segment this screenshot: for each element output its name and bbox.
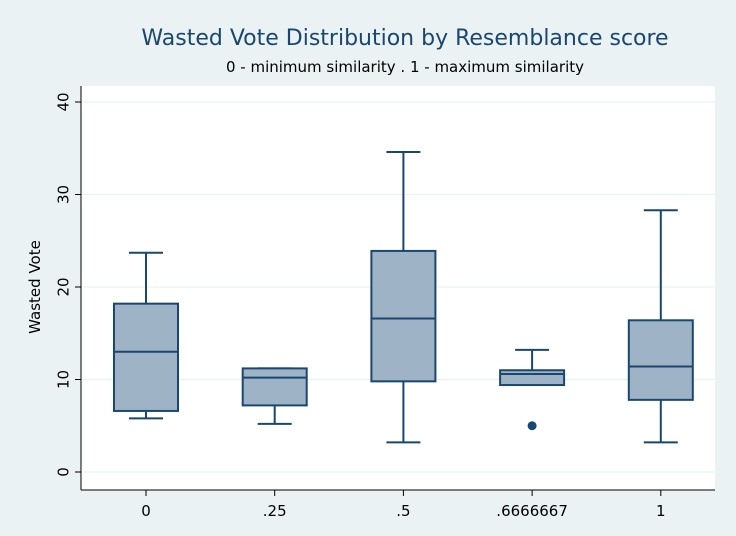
box-group <box>627 209 694 444</box>
box-group <box>241 367 308 425</box>
box-group <box>499 348 566 431</box>
chart-subtitle: 0 - minimum similarity . 1 - maximum sim… <box>226 58 584 76</box>
x-tick-label: .5 <box>396 502 410 520</box>
box-group <box>370 150 437 444</box>
y-tick-label: 10 <box>55 370 73 389</box>
y-tick-label: 30 <box>55 185 73 204</box>
iqr-box <box>370 249 437 383</box>
iqr-box <box>241 367 308 407</box>
iqr-box <box>627 319 694 401</box>
x-tick-label: .25 <box>263 502 287 520</box>
box-layer <box>113 150 694 444</box>
x-tick-label: .6666667 <box>496 502 568 520</box>
y-tick-label: 40 <box>55 92 73 111</box>
y-tick-label: 20 <box>55 277 73 296</box>
outlier-point <box>527 421 537 431</box>
x-tick-label: 0 <box>141 502 151 520</box>
y-axis-label: Wasted Vote <box>26 240 44 334</box>
y-tick-label: 0 <box>55 467 73 477</box>
iqr-box <box>113 302 179 412</box>
axis-layer: 0 10 20 30 40 0 .25 .5 .6666667 1 <box>55 86 715 520</box>
chart-title: Wasted Vote Distribution by Resemblance … <box>141 26 668 51</box>
box-group <box>113 251 179 420</box>
iqr-box <box>499 369 566 387</box>
x-tick-label: 1 <box>656 502 666 520</box>
